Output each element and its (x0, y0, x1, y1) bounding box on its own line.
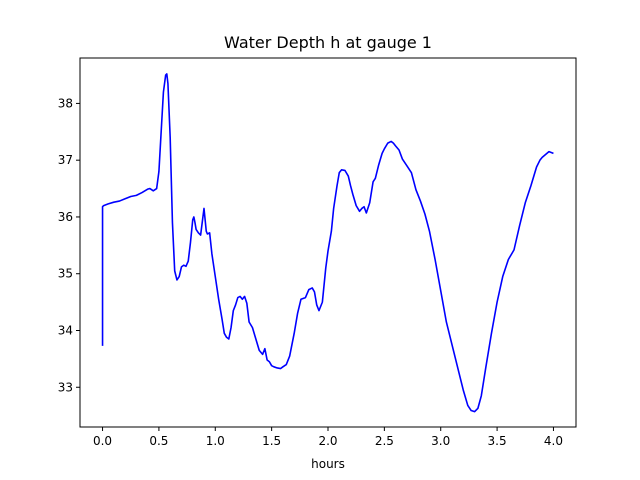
x-tick-label: 3.0 (431, 434, 450, 448)
x-tick-label: 0.5 (149, 434, 168, 448)
x-tick-label: 0.0 (93, 434, 112, 448)
y-tick-label: 36 (58, 210, 73, 224)
series-line-water-depth (101, 73, 554, 413)
axes-frame (79, 57, 577, 428)
x-tick-label: 2.5 (375, 434, 394, 448)
y-tick-label: 37 (58, 153, 73, 167)
x-tick-label: 1.5 (262, 434, 281, 448)
x-tick-label: 1.0 (206, 434, 225, 448)
tick-layer: 0.0 0.5 1.0 1.5 2.0 2.5 3.0 3.5 4.0 33 34 35 36 37 38 (58, 96, 563, 448)
y-tick-label: 35 (58, 267, 73, 281)
x-tick-label: 2.0 (318, 434, 337, 448)
y-tick-label: 33 (58, 380, 73, 394)
x-tick-label: 4.0 (544, 434, 563, 448)
x-axis-label: hours (311, 457, 345, 471)
chart-title: Water Depth h at gauge 1 (224, 33, 432, 52)
y-tick-label: 34 (58, 323, 73, 337)
plot-area (80, 58, 576, 427)
y-tick-label: 38 (58, 96, 73, 110)
x-tick-label: 3.5 (488, 434, 507, 448)
